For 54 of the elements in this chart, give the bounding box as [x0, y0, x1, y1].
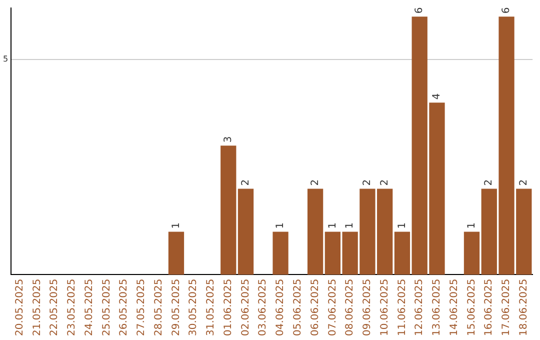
- x-tick-label: 03.06.2025: [258, 278, 269, 336]
- x-tick-label: 30.05.2025: [188, 278, 200, 336]
- x-tick-label: 13.06.2025: [432, 278, 443, 336]
- x-tick-label: 21.05.2025: [32, 278, 43, 336]
- y-tick-label: 5: [2, 54, 8, 64]
- x-tick-label: 14.06.2025: [448, 278, 460, 336]
- data-label: 6: [501, 7, 512, 14]
- data-label: 4: [432, 93, 443, 100]
- data-label: 2: [518, 179, 530, 186]
- data-label: 6: [414, 7, 426, 14]
- x-tick-label: 10.06.2025: [379, 278, 390, 336]
- data-label: 2: [362, 179, 374, 186]
- x-tick-label: 02.06.2025: [240, 278, 252, 336]
- bar: [238, 188, 254, 275]
- bar: [220, 146, 236, 275]
- x-tick-label: 01.06.2025: [222, 278, 234, 336]
- data-label: 1: [327, 222, 338, 229]
- data-label: 1: [396, 222, 408, 229]
- bar: [168, 232, 184, 275]
- x-tick-label: 22.05.2025: [49, 278, 60, 336]
- data-label: 2: [379, 179, 390, 186]
- data-label: 1: [344, 222, 356, 229]
- data-label: 1: [275, 222, 286, 229]
- data-label: 2: [240, 179, 252, 186]
- x-tick-label: 28.05.2025: [153, 278, 164, 336]
- x-tick-label: 26.05.2025: [118, 278, 130, 336]
- data-label: 2: [310, 179, 321, 186]
- x-tick-label: 18.06.2025: [518, 278, 530, 336]
- x-tick-label: 16.06.2025: [484, 278, 495, 336]
- x-tick-label: 15.06.2025: [466, 278, 478, 336]
- x-tick-label: 11.06.2025: [396, 278, 408, 336]
- data-label: 1: [170, 222, 182, 229]
- bar: [307, 188, 324, 275]
- data-label: 3: [222, 136, 234, 143]
- x-tick-label: 17.06.2025: [501, 278, 512, 336]
- x-tick-label: 09.06.2025: [362, 278, 374, 336]
- x-tick-label: 20.05.2025: [14, 278, 26, 336]
- x-tick-label: 08.06.2025: [344, 278, 356, 336]
- bar: [272, 232, 288, 275]
- x-tick-label: 05.06.2025: [292, 278, 304, 336]
- x-tick-label: 25.05.2025: [101, 278, 112, 336]
- bar: [464, 232, 480, 275]
- data-label: 1: [466, 222, 478, 229]
- x-tick-label: 12.06.2025: [414, 278, 426, 336]
- data-label: 2: [484, 179, 495, 186]
- x-tick-label: 23.05.2025: [66, 278, 78, 336]
- x-tick-label: 27.05.2025: [136, 278, 148, 336]
- x-tick-label: 06.06.2025: [310, 278, 321, 336]
- x-tick-label: 29.05.2025: [170, 278, 182, 336]
- x-tick-label: 31.05.2025: [206, 278, 217, 336]
- bar: [394, 232, 410, 275]
- x-tick-label: 24.05.2025: [84, 278, 95, 336]
- x-tick-label: 07.06.2025: [327, 278, 338, 336]
- x-tick-label: 04.06.2025: [275, 278, 286, 336]
